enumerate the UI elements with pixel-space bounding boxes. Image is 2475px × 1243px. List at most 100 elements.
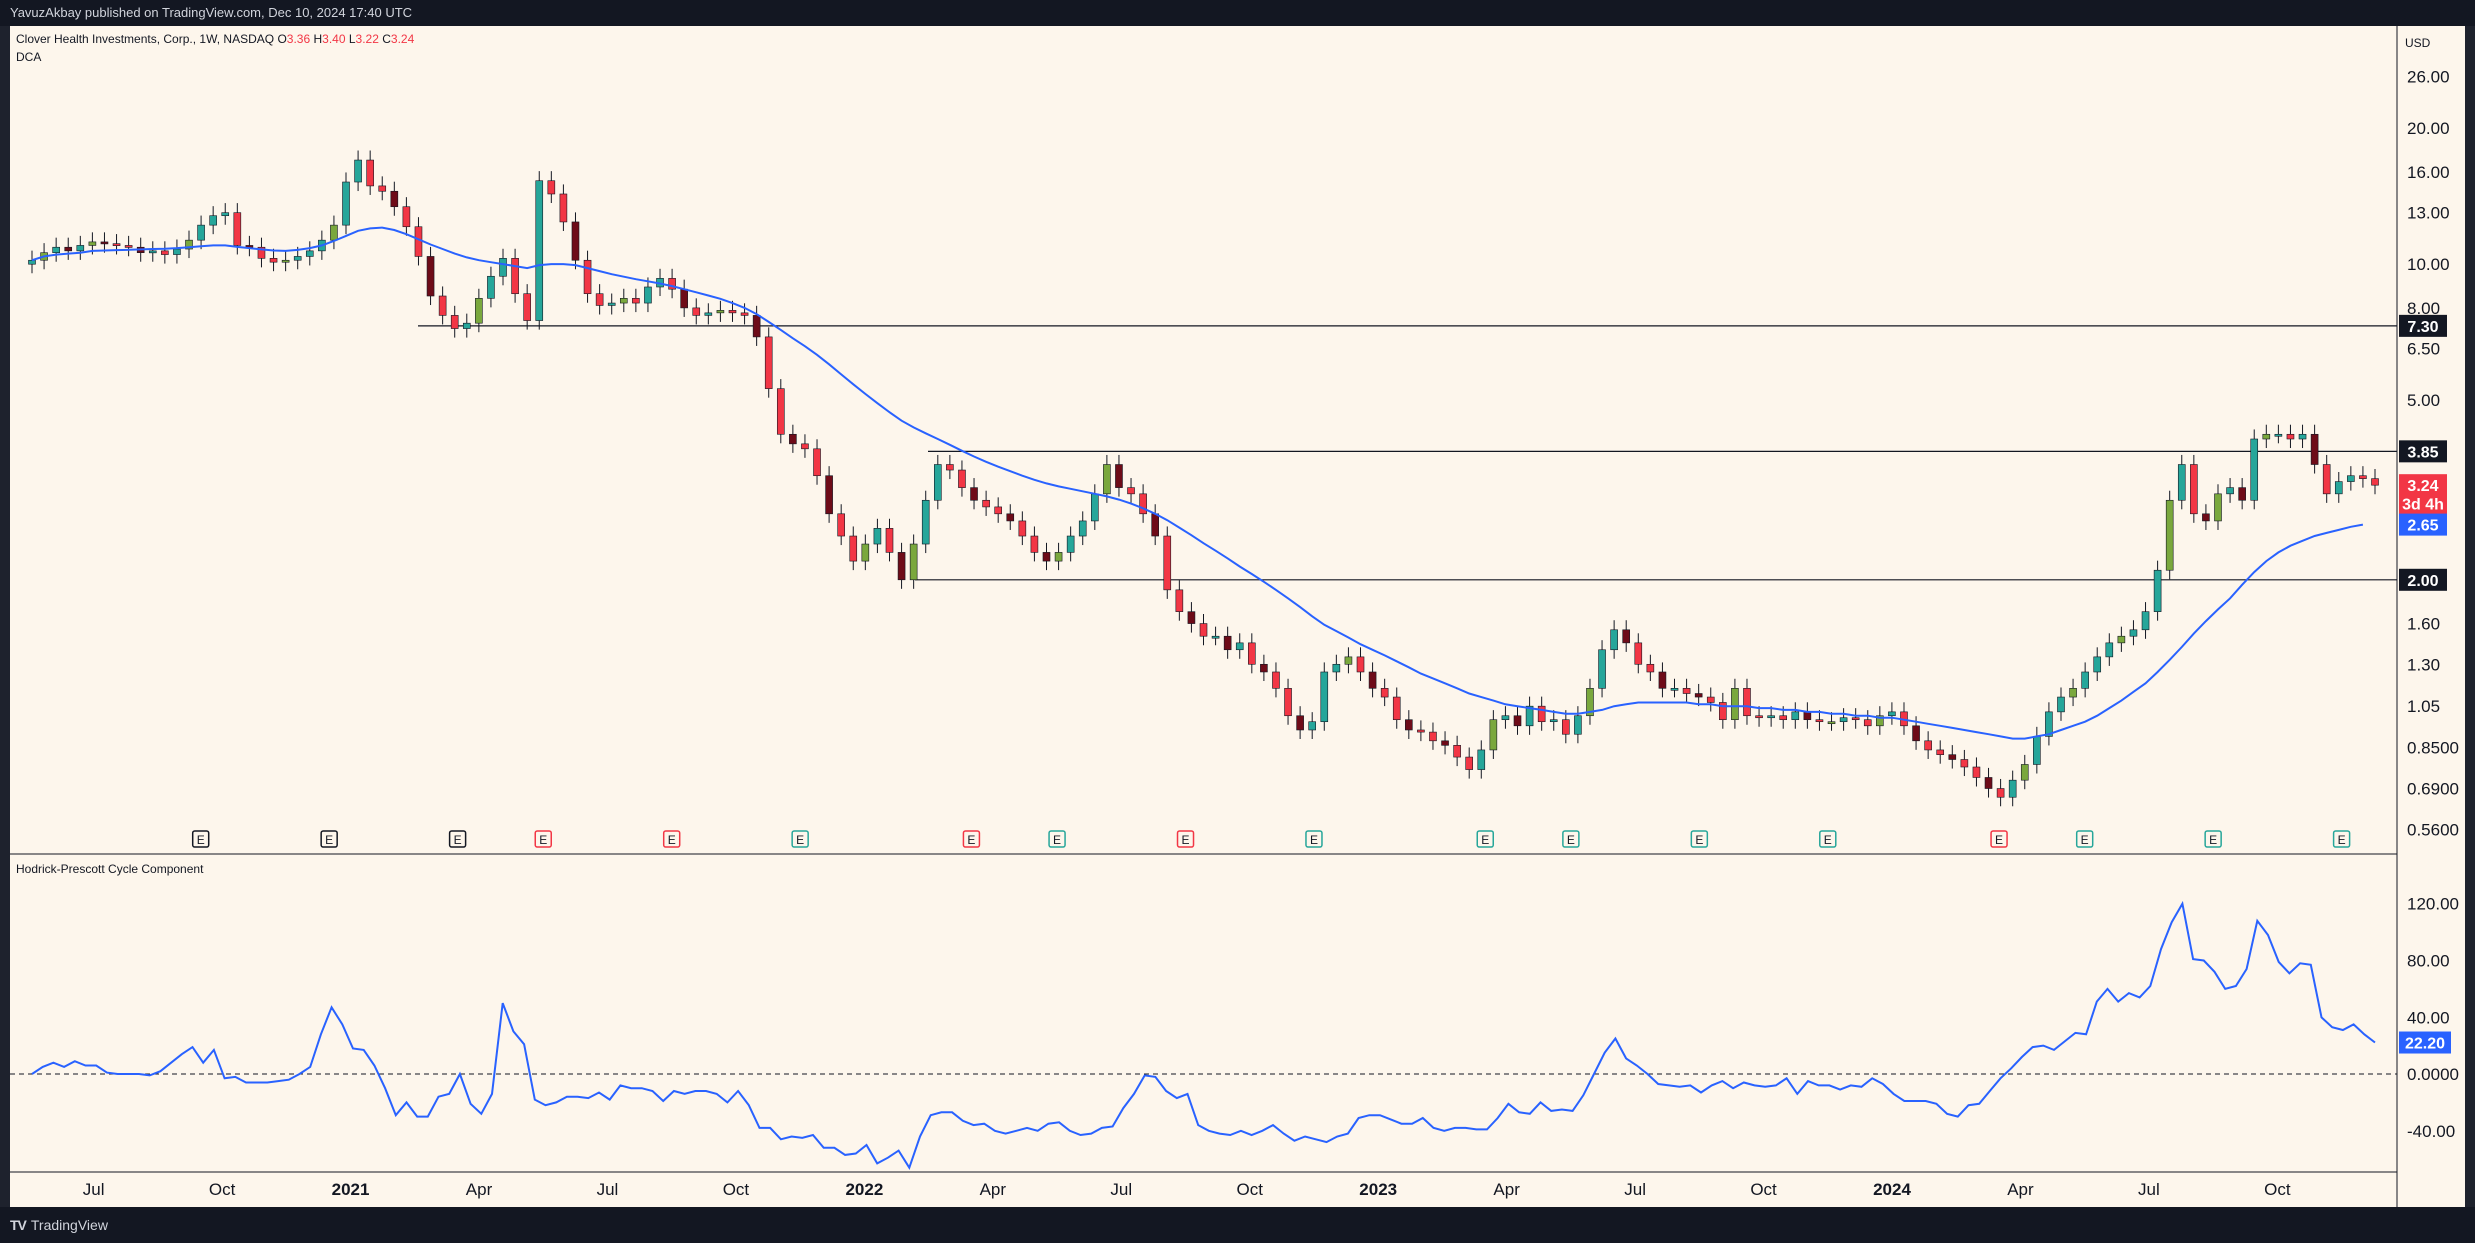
candle-body bbox=[1755, 715, 1763, 719]
candle-body bbox=[2238, 487, 2246, 501]
candle-body bbox=[1489, 719, 1498, 751]
candle-body bbox=[2334, 481, 2343, 495]
candle-body bbox=[511, 258, 519, 295]
earnings-marker-icon bbox=[448, 830, 467, 848]
hp-cycle-line bbox=[31, 900, 2376, 1171]
indicator-legend[interactable]: DCA bbox=[16, 50, 42, 64]
footer-brand[interactable]: TradingView bbox=[30, 1217, 108, 1233]
candle-body bbox=[789, 433, 797, 445]
price-tick-label: 16.00 bbox=[2407, 163, 2450, 182]
candle-body bbox=[1984, 777, 1993, 789]
time-tick-label: 2024 bbox=[1873, 1180, 1911, 1199]
time-tick-label: Apr bbox=[2007, 1180, 2034, 1199]
chart-canvas[interactable]: 26.00 20.00 16.00 13.00 10.00 8.00 6.50 5.00 1.6… bbox=[10, 26, 2465, 1207]
candle-body bbox=[764, 336, 773, 389]
oscillator-tick-label: -40.00 bbox=[2407, 1122, 2455, 1141]
candle-body bbox=[1574, 715, 1582, 735]
candle-body bbox=[2250, 438, 2259, 501]
candle-body bbox=[740, 312, 749, 316]
candle-body bbox=[1465, 756, 1474, 770]
candle-body bbox=[1912, 725, 1920, 742]
currency-label[interactable]: USD bbox=[2405, 36, 2431, 50]
price-tick-label: 1.30 bbox=[2407, 655, 2440, 674]
candle-body bbox=[1537, 705, 1546, 723]
candle-body bbox=[1417, 729, 1425, 733]
earnings-marker-icon bbox=[1048, 830, 1066, 848]
candle-body bbox=[1936, 749, 1945, 755]
earnings-marker-label: E bbox=[325, 833, 333, 847]
price-badge bbox=[2399, 314, 2447, 337]
candle-body bbox=[2141, 611, 2150, 631]
candle-body bbox=[1429, 731, 1437, 742]
candle-body bbox=[2310, 433, 2319, 465]
candle-body bbox=[1767, 715, 1775, 719]
price-badge bbox=[2399, 568, 2447, 591]
earnings-marker-label: E bbox=[796, 833, 804, 847]
candle-body bbox=[2322, 464, 2331, 495]
chart-frame[interactable]: 26.00 20.00 16.00 13.00 10.00 8.00 6.50 5.00 1.6… bbox=[10, 26, 2465, 1207]
price-tick-label: 1.05 bbox=[2407, 697, 2440, 716]
candle-body bbox=[909, 543, 918, 581]
candle-body bbox=[209, 215, 217, 226]
candle-body bbox=[1827, 721, 1836, 725]
candle-body bbox=[1006, 513, 1015, 522]
ohlc-open: O3.36 bbox=[277, 32, 311, 46]
candle-body bbox=[1779, 715, 1788, 721]
candle-body bbox=[1380, 688, 1389, 698]
candle-body bbox=[1115, 464, 1123, 488]
candle-body bbox=[547, 180, 556, 195]
candle-body bbox=[632, 298, 640, 304]
candle-body bbox=[426, 256, 435, 297]
earnings-marker-label: E bbox=[2338, 833, 2346, 847]
candle-body bbox=[1948, 754, 1957, 760]
candle-body bbox=[2008, 779, 2017, 798]
earnings-marker-icon bbox=[534, 830, 552, 848]
earnings-marker-label: E bbox=[967, 833, 975, 847]
price-badge-label: 3d 4h bbox=[2402, 497, 2444, 514]
candle-body bbox=[982, 499, 990, 508]
oscillator-value-badge bbox=[2399, 1031, 2451, 1054]
earnings-marker-icon bbox=[2075, 830, 2094, 848]
time-tick-label: 2022 bbox=[845, 1180, 883, 1199]
candle-body bbox=[1320, 671, 1329, 723]
price-tick-label: 10.00 bbox=[2407, 255, 2450, 274]
candle-body bbox=[897, 552, 906, 581]
candle-body bbox=[366, 159, 374, 187]
earnings-marker-label: E bbox=[1053, 833, 1061, 847]
candle-body bbox=[64, 246, 73, 252]
earnings-marker-label: E bbox=[668, 833, 676, 847]
oscillator-title[interactable]: Hodrick-Prescott Cycle Component bbox=[16, 862, 204, 876]
candle-body bbox=[1175, 589, 1184, 612]
candle-body bbox=[1634, 642, 1643, 665]
candle-body bbox=[1368, 671, 1377, 689]
symbol-legend[interactable]: Clover Health Investments, Corp., 1W, NA… bbox=[16, 32, 414, 46]
candle-body bbox=[281, 259, 290, 263]
candle-body bbox=[1888, 711, 1896, 717]
earnings-marker-icon bbox=[962, 830, 981, 848]
candle-body bbox=[885, 528, 894, 553]
candle-body bbox=[2298, 433, 2307, 440]
candle-body bbox=[1562, 719, 1570, 735]
candle-body bbox=[1477, 749, 1486, 770]
ohlc-low: L3.22 bbox=[348, 32, 379, 46]
candle-body bbox=[2262, 433, 2271, 440]
candle-body bbox=[2202, 513, 2210, 522]
earnings-marker-icon bbox=[1819, 830, 1837, 848]
time-tick-label: Jul bbox=[2138, 1180, 2160, 1199]
earnings-marker-icon bbox=[662, 830, 681, 848]
candle-body bbox=[1453, 745, 1461, 758]
candle-body bbox=[1078, 520, 1087, 537]
candle-body bbox=[2033, 736, 2041, 765]
candle-body bbox=[716, 310, 725, 314]
candle-body bbox=[354, 159, 362, 183]
oscillator-tick-label: 120.00 bbox=[2407, 895, 2459, 914]
candle-body bbox=[378, 185, 387, 192]
price-badge-label: 7.30 bbox=[2407, 319, 2438, 336]
candle-body bbox=[1960, 759, 1969, 768]
candle-body bbox=[1719, 702, 1727, 721]
candle-body bbox=[583, 259, 592, 295]
time-tick-label: Apr bbox=[466, 1180, 493, 1199]
time-tick-label: Jul bbox=[597, 1180, 619, 1199]
candle-body bbox=[933, 464, 942, 501]
candle-body bbox=[1272, 671, 1280, 689]
